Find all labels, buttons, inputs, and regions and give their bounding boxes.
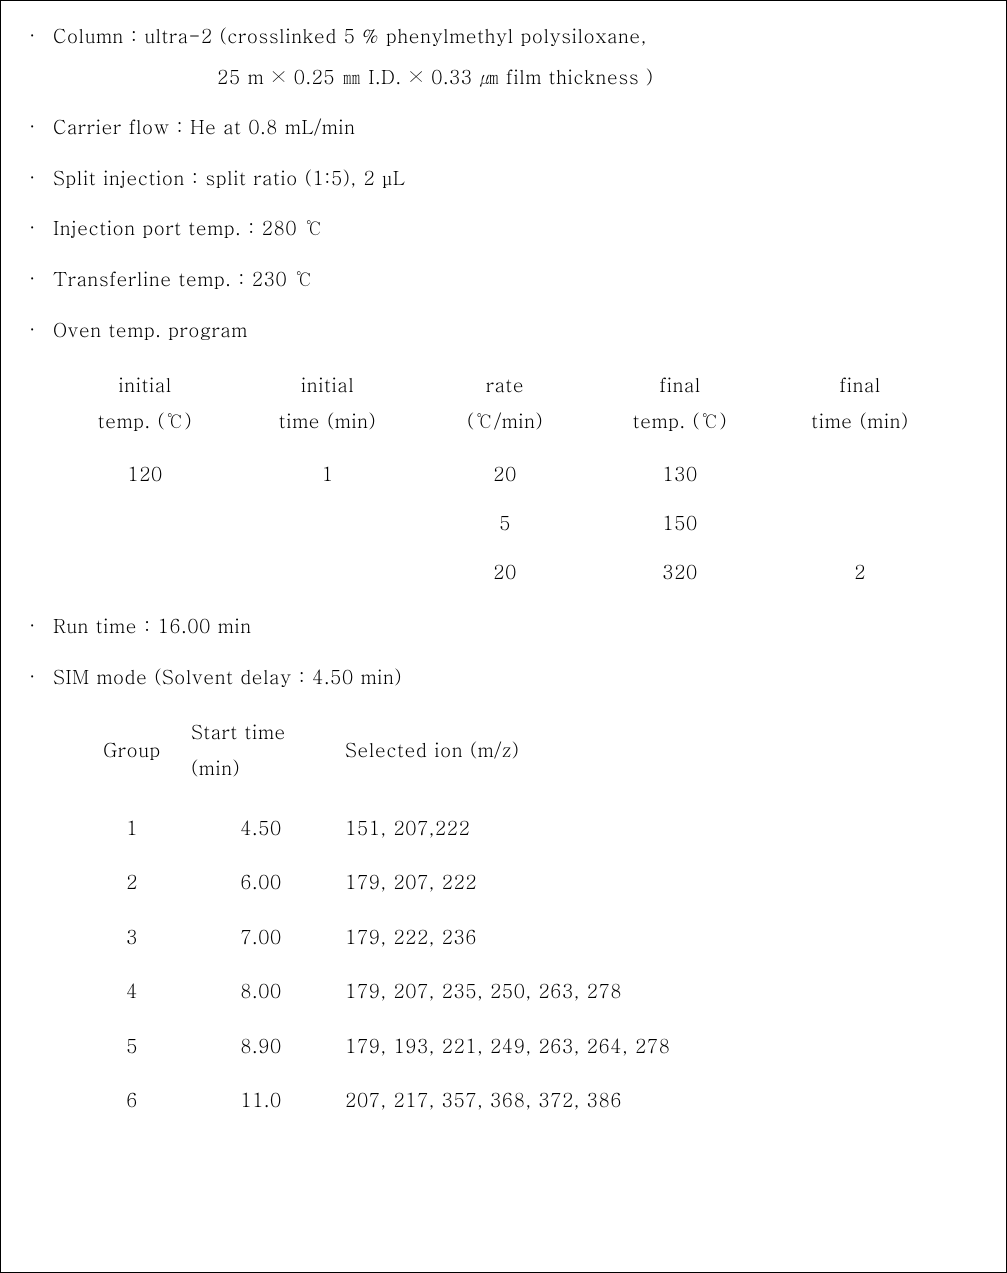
cell: 20 [420, 559, 590, 586]
hdr: (℃/min) [467, 407, 543, 434]
sim-row: 1 4.50 151, 207,222 [73, 815, 984, 842]
cell-time: 4.50 [191, 815, 331, 842]
cell-group: 1 [73, 815, 191, 842]
bullet-transferline: · Transferline temp. : 230 ℃ [29, 266, 984, 293]
cell-group: 5 [73, 1033, 191, 1060]
hdr: final [839, 371, 881, 398]
hdr: Start time [191, 718, 286, 745]
sim-row: 3 7.00 179, 222, 236 [73, 924, 984, 951]
sim-mode-text: SIM mode (Solvent delay : 4.50 min) [53, 664, 984, 691]
cell: 2 [770, 559, 950, 586]
hdr: (min) [191, 754, 240, 781]
bullet-injection-port: · Injection port temp. : 280 ℃ [29, 215, 984, 242]
hdr: final [659, 371, 701, 398]
cell [55, 510, 235, 537]
bullet-dot-icon: · [29, 165, 53, 191]
cell [235, 510, 420, 537]
cell-group: 6 [73, 1087, 191, 1114]
cell-ions: 179, 222, 236 [331, 924, 984, 951]
oven-header-initial-time: initial time (min) [235, 367, 420, 439]
oven-row: 120 1 20 130 [55, 461, 984, 488]
cell-group: 3 [73, 924, 191, 951]
cell-ions: 179, 207, 235, 250, 263, 278 [331, 978, 984, 1005]
cell-time: 8.90 [191, 1033, 331, 1060]
cell: 20 [420, 461, 590, 488]
cell-time: 6.00 [191, 869, 331, 896]
bullet-dot-icon: · [29, 23, 53, 49]
cell-ions: 179, 193, 221, 249, 263, 264, 278 [331, 1033, 984, 1060]
column-text-line1: Column : ultra-2 (crosslinked 5 % phenyl… [53, 23, 984, 50]
oven-row: 20 320 2 [55, 559, 984, 586]
cell-time: 7.00 [191, 924, 331, 951]
sim-row: 2 6.00 179, 207, 222 [73, 869, 984, 896]
cell [55, 559, 235, 586]
transfer-text: Transferline temp. : 230 ℃ [53, 266, 984, 293]
hdr: temp. (℃) [98, 407, 192, 434]
cell: 320 [590, 559, 770, 586]
bullet-column: · Column : ultra-2 (crosslinked 5 % phen… [29, 23, 984, 50]
cell-group: 4 [73, 978, 191, 1005]
sim-header-row: Group Start time (min) Selected ion (m/z… [73, 714, 984, 786]
run-time-text: Run time : 16.00 min [53, 613, 984, 640]
gc-ms-parameters-page: · Column : ultra-2 (crosslinked 5 % phen… [0, 0, 1007, 1273]
sim-header-group: Group [73, 732, 191, 768]
cell [770, 461, 950, 488]
oven-row: 5 150 [55, 510, 984, 537]
bullet-dot-icon: · [29, 664, 53, 690]
hdr: time (min) [811, 407, 908, 434]
cell: 120 [55, 461, 235, 488]
sim-row: 5 8.90 179, 193, 221, 249, 263, 264, 278 [73, 1033, 984, 1060]
hdr: time (min) [279, 407, 376, 434]
column-text-line2: 25 m × 0.25 ㎜ I.D. × 0.33 ㎛ film thickne… [217, 64, 984, 91]
cell: 150 [590, 510, 770, 537]
oven-header-rate: rate (℃/min) [420, 367, 590, 439]
cell-group: 2 [73, 869, 191, 896]
cell-time: 11.0 [191, 1087, 331, 1114]
bullet-dot-icon: · [29, 317, 53, 343]
bullet-dot-icon: · [29, 266, 53, 292]
cell [235, 559, 420, 586]
sim-header-start-time: Start time (min) [191, 714, 331, 786]
inj-port-text: Injection port temp. : 280 ℃ [53, 215, 984, 242]
hdr: rate [486, 371, 524, 398]
cell: 130 [590, 461, 770, 488]
cell: 5 [420, 510, 590, 537]
bullet-split: · Split injection : split ratio (1:5), 2… [29, 165, 984, 192]
oven-header-initial-temp: initial temp. (℃) [55, 367, 235, 439]
sim-header-ions: Selected ion (m/z) [331, 732, 984, 768]
cell-ions: 179, 207, 222 [331, 869, 984, 896]
split-text: Split injection : split ratio (1:5), 2 µ… [53, 165, 984, 192]
hdr: initial [301, 371, 355, 398]
bullet-dot-icon: · [29, 613, 53, 639]
cell-ions: 151, 207,222 [331, 815, 984, 842]
cell-ions: 207, 217, 357, 368, 372, 386 [331, 1087, 984, 1114]
sim-row: 4 8.00 179, 207, 235, 250, 263, 278 [73, 978, 984, 1005]
cell: 1 [235, 461, 420, 488]
bullet-carrier: · Carrier flow : He at 0.8 mL/min [29, 114, 984, 141]
hdr: temp. (℃) [633, 407, 727, 434]
bullet-dot-icon: · [29, 114, 53, 140]
bullet-dot-icon: · [29, 215, 53, 241]
carrier-text: Carrier flow : He at 0.8 mL/min [53, 114, 984, 141]
bullet-sim-mode: · SIM mode (Solvent delay : 4.50 min) [29, 664, 984, 691]
oven-header-final-time: final time (min) [770, 367, 950, 439]
oven-header-final-temp: final temp. (℃) [590, 367, 770, 439]
sim-row: 6 11.0 207, 217, 357, 368, 372, 386 [73, 1087, 984, 1114]
oven-header-row: initial temp. (℃) initial time (min) rat… [55, 367, 984, 439]
oven-prog-text: Oven temp. program [53, 317, 984, 344]
sim-table: Group Start time (min) Selected ion (m/z… [73, 714, 984, 1114]
bullet-oven-program: · Oven temp. program [29, 317, 984, 344]
oven-program-table: initial temp. (℃) initial time (min) rat… [55, 367, 984, 585]
cell [770, 510, 950, 537]
hdr: initial [118, 371, 172, 398]
bullet-run-time: · Run time : 16.00 min [29, 613, 984, 640]
cell-time: 8.00 [191, 978, 331, 1005]
